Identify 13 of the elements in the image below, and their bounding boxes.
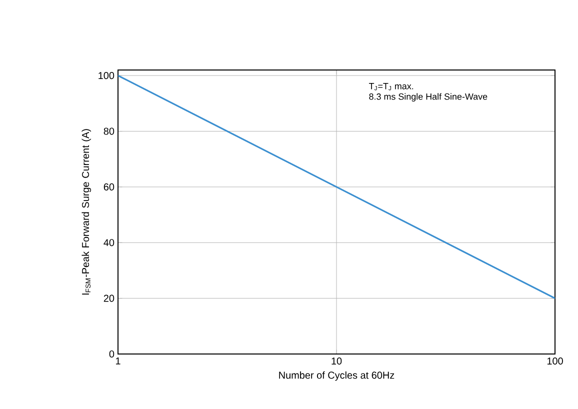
x-axis-title: Number of Cycles at 60Hz <box>279 371 394 381</box>
x-tick-label: 100 <box>547 358 563 365</box>
x-tick-label: 10 <box>332 358 342 365</box>
y-tick-label: 80 <box>104 128 114 135</box>
y-tick-label: 0 <box>109 350 114 358</box>
annotation: T$_{J}$=T$_{J}$ max. <box>368 83 414 90</box>
y-axis-title: I$_{FSM}$-Peak Forward Surge Current (A) <box>82 129 92 295</box>
y-tick-label: 40 <box>104 239 114 246</box>
y-tick-label: 100 <box>98 72 114 80</box>
annotation: 8.3 ms Single Half Sine-Wave <box>369 93 488 102</box>
x-tick-label: 1 <box>116 358 120 364</box>
y-tick-label: 20 <box>104 294 114 302</box>
y-tick-label: 60 <box>104 183 114 190</box>
